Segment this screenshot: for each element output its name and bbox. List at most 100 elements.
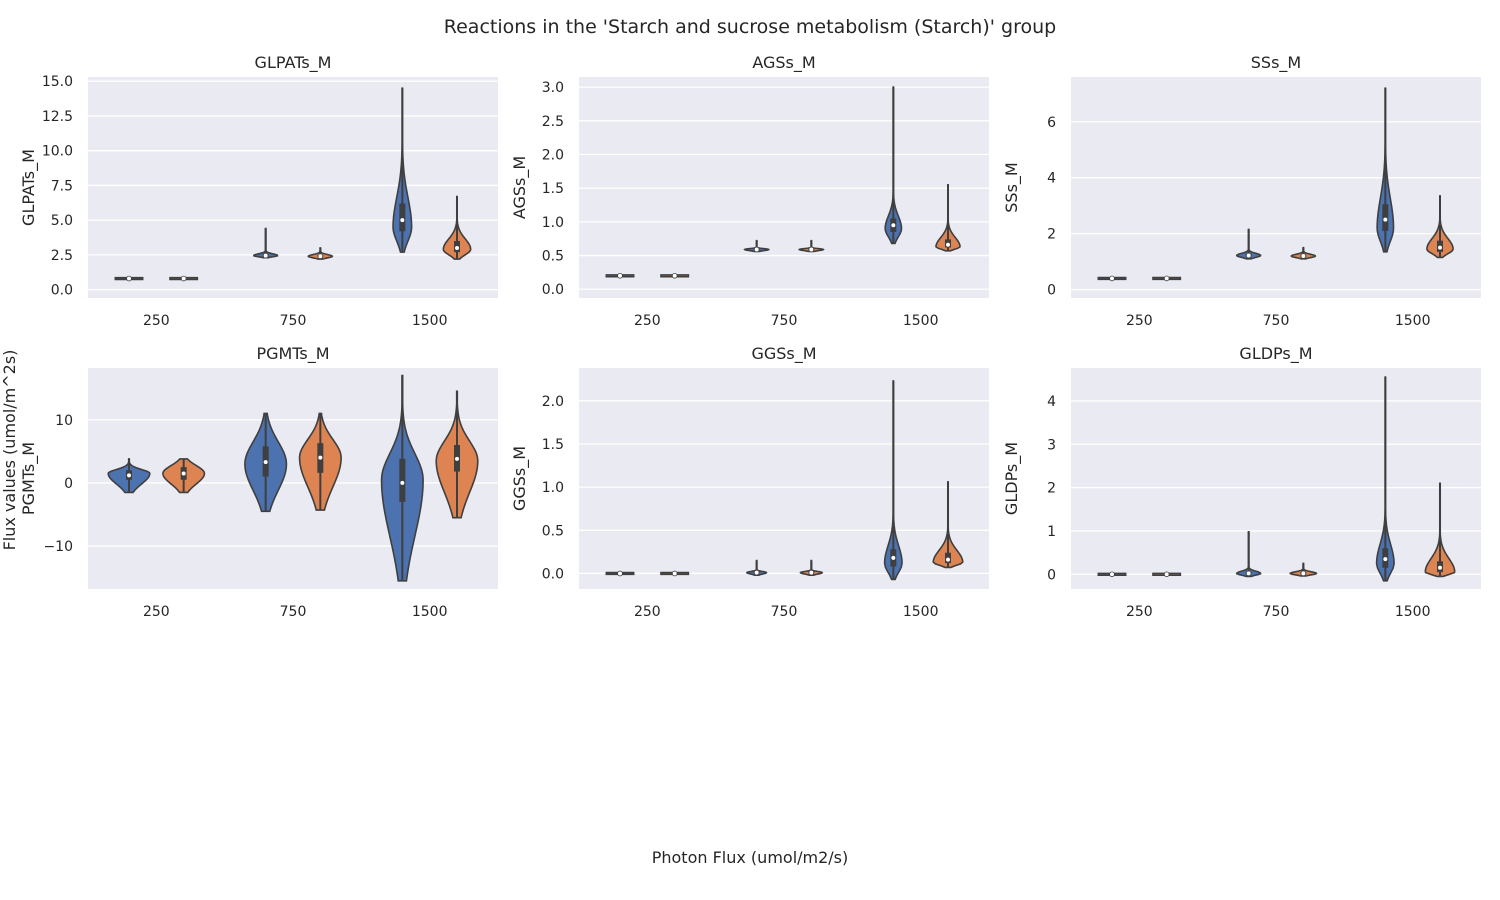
y-tick-label: 10 <box>55 413 73 429</box>
violin-median <box>945 241 951 248</box>
x-tick-label: 250 <box>1126 604 1153 620</box>
y-tick-label: 1.5 <box>542 181 564 197</box>
subplot-SSs_M: 0 2 4 6 250 750 1500 SSs_M SSs_M <box>1002 53 1481 329</box>
violin-median <box>1300 253 1307 259</box>
violin-median <box>399 217 406 223</box>
x-tick-label: 1500 <box>903 604 939 620</box>
subplot-ylabel: GLPATs_M <box>19 149 39 226</box>
x-tick-label: 750 <box>771 604 798 620</box>
violin-median <box>1245 252 1252 259</box>
figure-ylabel: Flux values (umol/m^2s) <box>0 350 19 551</box>
y-tick-label: 2.5 <box>51 248 73 264</box>
y-tick-label: 0.0 <box>542 566 564 582</box>
y-tick-label: −10 <box>43 539 73 555</box>
y-tick-label: 2.0 <box>542 394 564 410</box>
plot-area <box>1071 368 1481 589</box>
y-tick-label: 12.5 <box>42 109 73 125</box>
x-tick-label: 750 <box>771 313 798 329</box>
y-tick-label: 5.0 <box>51 213 73 229</box>
x-tick-label: 250 <box>1126 313 1153 329</box>
x-tick-label: 1500 <box>1395 313 1431 329</box>
violin-median <box>454 245 460 251</box>
figure-title: Reactions in the 'Starch and sucrose met… <box>444 16 1056 38</box>
violin-median <box>180 470 187 477</box>
plot-area <box>1071 77 1481 298</box>
y-tick-label: 6 <box>1047 115 1056 131</box>
y-tick-label: 7.5 <box>51 178 73 194</box>
subplot-title: GGSs_M <box>751 344 816 364</box>
x-tick-label: 250 <box>143 604 170 620</box>
violin-median <box>753 246 760 253</box>
subplot-ylabel: PGMTs_M <box>19 442 39 515</box>
y-tick-label: 1.0 <box>542 215 564 231</box>
violin-median <box>1382 556 1389 562</box>
violin-median <box>808 246 815 253</box>
y-tick-label: 2.5 <box>542 114 564 130</box>
violin-median <box>180 275 187 282</box>
subplot-AGSs_M: 0.0 0.5 1.0 1.5 2.0 2.5 3.0 250 750 1500 AGSs_M AGS… <box>510 53 989 329</box>
violin-median <box>1382 216 1389 223</box>
subplot-title: SSs_M <box>1251 53 1301 73</box>
violin-median <box>399 480 406 486</box>
violin-median <box>1163 275 1170 282</box>
y-tick-label: 1.5 <box>542 437 564 453</box>
y-tick-label: 0.0 <box>51 283 73 299</box>
x-tick-label: 1500 <box>903 313 939 329</box>
plot-area <box>579 77 989 298</box>
y-tick-label: 1.0 <box>542 480 564 496</box>
subplot-GLPATs_M: 0.0 2.5 5.0 7.5 10.0 12.5 15.0 250 750 1500 GLPATs… <box>19 53 498 329</box>
y-tick-label: 15.0 <box>42 74 73 90</box>
plot-area <box>88 368 498 589</box>
y-tick-label: 0 <box>1047 567 1056 583</box>
violin-median <box>671 570 678 577</box>
violin-median <box>617 570 623 577</box>
violin-median <box>126 275 132 282</box>
x-tick-label: 1500 <box>1395 604 1431 620</box>
violin-median <box>890 222 897 229</box>
y-tick-label: 3.0 <box>542 80 564 96</box>
x-tick-label: 750 <box>280 313 307 329</box>
violin-median <box>1109 275 1115 282</box>
x-tick-label: 750 <box>280 604 307 620</box>
violin-median <box>671 272 678 279</box>
violin-median <box>1300 570 1307 577</box>
y-tick-label: 1 <box>1047 524 1056 540</box>
subplot-title: AGSs_M <box>752 53 815 73</box>
y-tick-label: 2 <box>1047 481 1056 497</box>
violin-median <box>753 569 760 576</box>
x-tick-label: 250 <box>143 313 170 329</box>
violin-median <box>1437 564 1443 571</box>
y-tick-label: 10.0 <box>42 144 73 160</box>
plot-area <box>579 368 989 589</box>
figure-xlabel: Photon Flux (umol/m2/s) <box>652 848 849 867</box>
violin-median <box>1437 244 1443 251</box>
x-tick-label: 750 <box>1263 313 1290 329</box>
subplot-ylabel: GLDPs_M <box>1002 442 1022 515</box>
plot-area <box>88 77 498 298</box>
violin-median <box>126 472 132 479</box>
violin-median <box>945 556 951 563</box>
violin-median <box>1245 570 1252 577</box>
subplot-GGSs_M: 0.0 0.5 1.0 1.5 2.0 250 750 1500 GGSs_M GGSs_M <box>510 344 989 620</box>
violin-median <box>1109 571 1115 578</box>
y-tick-label: 2 <box>1047 227 1056 243</box>
violin-median <box>454 456 460 462</box>
subplot-title: PGMTs_M <box>256 344 329 364</box>
subplot-title: GLPATs_M <box>255 53 332 73</box>
x-tick-label: 750 <box>1263 604 1290 620</box>
y-tick-label: 0.5 <box>542 249 564 265</box>
y-tick-label: 0.0 <box>542 282 564 298</box>
subplot-PGMTs_M: −10 0 10 250 750 1500 PGMTs_M PGMTs_M <box>19 344 498 620</box>
violin-median <box>262 252 269 259</box>
y-tick-label: 0 <box>1047 283 1056 299</box>
violin-median <box>317 454 324 461</box>
y-tick-label: 3 <box>1047 437 1056 453</box>
violin-median <box>890 555 897 561</box>
subplot-title: GLDPs_M <box>1239 344 1312 364</box>
violin-median <box>262 459 269 465</box>
x-tick-label: 250 <box>634 313 661 329</box>
y-tick-label: 0.5 <box>542 523 564 539</box>
x-tick-label: 250 <box>634 604 661 620</box>
